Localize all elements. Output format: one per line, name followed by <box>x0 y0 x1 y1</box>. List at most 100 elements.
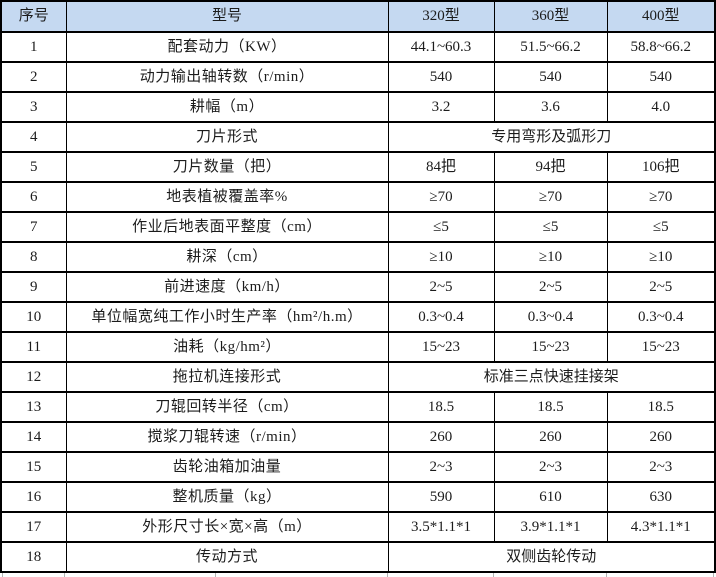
grid-stub <box>215 573 216 577</box>
row-number-cell: 3 <box>0 91 67 123</box>
spec-value-cell: 3.2 <box>387 91 495 123</box>
spec-value-cell: 15~23 <box>493 331 608 363</box>
row-number-cell: 8 <box>0 241 67 273</box>
table-body: 1 配套动力（KW） 44.1~60.3 51.5~66.2 58.8~66.2 2 动力输… <box>0 31 716 573</box>
spec-value-cell: 0.3~0.4 <box>606 301 716 333</box>
spec-value-cell: 540 <box>606 61 716 93</box>
grid-stub <box>606 573 607 577</box>
spec-label-cell: 地表植被覆盖率% <box>65 181 389 213</box>
row-number-cell: 4 <box>0 121 67 153</box>
spec-value-cell: 610 <box>493 481 608 513</box>
spec-value-cell: 3.9*1.1*1 <box>493 511 608 543</box>
row-number-cell: 12 <box>0 361 67 393</box>
spec-label-cell: 搅浆刀辊转速（r/min） <box>65 421 389 453</box>
spec-label-cell: 刀辊回转半径（cm） <box>65 391 389 423</box>
grid-stub <box>493 573 494 577</box>
spec-value-cell: ≤5 <box>387 211 495 243</box>
spec-value-cell: 0.3~0.4 <box>387 301 495 333</box>
spec-value-cell: 2~5 <box>606 271 716 303</box>
spec-label-cell: 齿轮油箱加油量 <box>65 451 389 483</box>
spec-value-cell: 540 <box>493 61 608 93</box>
row-number-cell: 16 <box>0 481 67 513</box>
table-row: 16 整机质量（kg） 590 610 630 <box>0 481 716 513</box>
spec-value-cell: 2~5 <box>493 271 608 303</box>
row-number-cell: 13 <box>0 391 67 423</box>
table-row: 17 外形尺寸长×宽×高（m） 3.5*1.1*1 3.9*1.1*1 4.3*1.1*… <box>0 511 716 543</box>
spec-value-cell: 260 <box>387 421 495 453</box>
row-number-cell: 14 <box>0 421 67 453</box>
spec-value-cell: 44.1~60.3 <box>387 31 495 63</box>
spec-value-cell-merged: 标准三点快速挂接架 <box>387 361 716 393</box>
row-number-cell: 17 <box>0 511 67 543</box>
spec-label-cell: 传动方式 <box>65 541 389 573</box>
table-row: 1 配套动力（KW） 44.1~60.3 51.5~66.2 58.8~66.2 <box>0 31 716 63</box>
spec-value-cell: 3.5*1.1*1 <box>387 511 495 543</box>
row-number-cell: 11 <box>0 331 67 363</box>
spec-label-cell: 刀片形式 <box>65 121 389 153</box>
spec-value-cell: ≥70 <box>387 181 495 213</box>
spec-value-cell: 15~23 <box>387 331 495 363</box>
spec-label-cell: 作业后地表面平整度（cm） <box>65 211 389 243</box>
grid-stub <box>387 573 388 577</box>
spec-value-cell: ≤5 <box>493 211 608 243</box>
spec-value-cell: 15~23 <box>606 331 716 363</box>
row-number-cell: 18 <box>0 541 67 573</box>
header-cell-320: 320型 <box>387 0 495 33</box>
spec-label-cell: 耕幅（m） <box>65 91 389 123</box>
spec-value-cell: 630 <box>606 481 716 513</box>
grid-stub <box>64 573 65 577</box>
spec-value-cell: 590 <box>387 481 495 513</box>
spec-label-cell: 配套动力（KW） <box>65 31 389 63</box>
spec-value-cell: 106把 <box>606 151 716 183</box>
spec-value-cell: 4.0 <box>606 91 716 123</box>
table-row: 12 拖拉机连接形式 标准三点快速挂接架 <box>0 361 716 393</box>
spec-value-cell: ≥10 <box>606 241 716 273</box>
row-number-cell: 9 <box>0 271 67 303</box>
table-row: 11 油耗（kg/hm²） 15~23 15~23 15~23 <box>0 331 716 363</box>
spec-value-cell: 18.5 <box>493 391 608 423</box>
spec-value-cell: ≥70 <box>606 181 716 213</box>
spec-value-cell: 2~3 <box>387 451 495 483</box>
table-row: 5 刀片数量（把） 84把 94把 106把 <box>0 151 716 183</box>
spec-value-cell: 2~3 <box>493 451 608 483</box>
spec-value-cell: 18.5 <box>606 391 716 423</box>
grid-stub <box>2 573 3 577</box>
header-cell-no: 序号 <box>0 0 67 33</box>
spec-label-cell: 油耗（kg/hm²） <box>65 331 389 363</box>
spec-value-cell: 3.6 <box>493 91 608 123</box>
table-row: 18 传动方式 双侧齿轮传动 <box>0 541 716 573</box>
spec-label-cell: 单位幅宽纯工作小时生产率（hm²/h.m） <box>65 301 389 333</box>
spec-value-cell: 2~5 <box>387 271 495 303</box>
spec-value-cell: ≤5 <box>606 211 716 243</box>
row-number-cell: 5 <box>0 151 67 183</box>
spec-value-cell: ≥10 <box>387 241 495 273</box>
table-row: 2 动力输出轴转数（r/min） 540 540 540 <box>0 61 716 93</box>
spec-value-cell: ≥70 <box>493 181 608 213</box>
spec-value-cell: 540 <box>387 61 495 93</box>
spec-value-cell: 0.3~0.4 <box>493 301 608 333</box>
table-row: 15 齿轮油箱加油量 2~3 2~3 2~3 <box>0 451 716 483</box>
spec-value-cell: 84把 <box>387 151 495 183</box>
header-cell-model: 型号 <box>65 0 389 33</box>
table-row: 3 耕幅（m） 3.2 3.6 4.0 <box>0 91 716 123</box>
spec-table-header: 序号 型号 320型 360型 400型 <box>0 0 716 33</box>
table-row: 7 作业后地表面平整度（cm） ≤5 ≤5 ≤5 <box>0 211 716 243</box>
spec-label-cell: 拖拉机连接形式 <box>65 361 389 393</box>
spec-label-cell: 整机质量（kg） <box>65 481 389 513</box>
table-row: 13 刀辊回转半径（cm） 18.5 18.5 18.5 <box>0 391 716 423</box>
spec-value-cell: 94把 <box>493 151 608 183</box>
spec-label-cell: 前进速度（km/h） <box>65 271 389 303</box>
table-row: 4 刀片形式 专用弯形及弧形刀 <box>0 121 716 153</box>
spec-value-cell: 260 <box>606 421 716 453</box>
header-cell-360: 360型 <box>493 0 608 33</box>
header-cell-400: 400型 <box>606 0 716 33</box>
spec-value-cell: 51.5~66.2 <box>493 31 608 63</box>
spec-value-cell: 18.5 <box>387 391 495 423</box>
spec-value-cell-merged: 专用弯形及弧形刀 <box>387 121 716 153</box>
spec-value-cell-merged: 双侧齿轮传动 <box>387 541 716 573</box>
grid-stub <box>713 573 714 577</box>
spec-label-cell: 外形尺寸长×宽×高（m） <box>65 511 389 543</box>
spec-value-cell: 4.3*1.1*1 <box>606 511 716 543</box>
spec-value-cell: 2~3 <box>606 451 716 483</box>
